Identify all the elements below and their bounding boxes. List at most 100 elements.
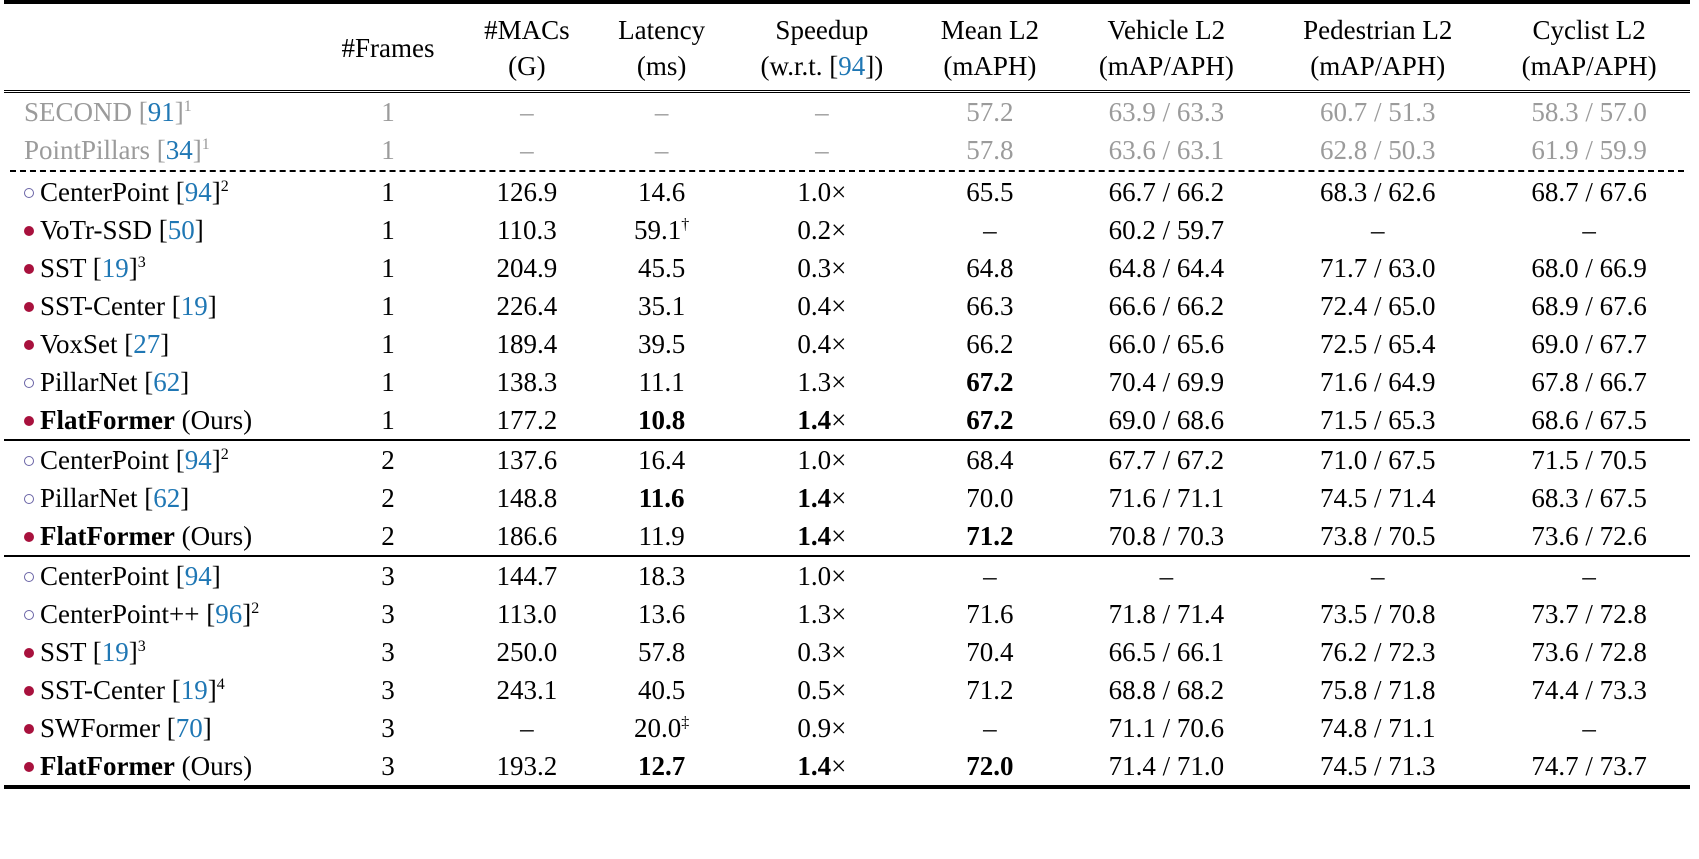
citation-link[interactable]: 96 bbox=[215, 599, 243, 629]
cyclist-l2-cell: 58.3 / 57.0 bbox=[1531, 97, 1647, 127]
frames-cell: 1 bbox=[381, 329, 395, 359]
header-row: #Frames #MACs (G) Latency (ms) Speedup (w.r… bbox=[4, 2, 1690, 92]
cyclist-l2-cell: 68.6 / 67.5 bbox=[1531, 405, 1647, 435]
filled-circle-icon bbox=[24, 301, 34, 312]
header-speedup: Speedup (w.r.t. [94]) bbox=[760, 15, 884, 81]
pedestrian-l2-cell: – bbox=[1267, 555, 1489, 595]
method-cell: SST [19]3 bbox=[4, 249, 316, 287]
citation-link[interactable]: 62 bbox=[153, 483, 181, 513]
footnote-mark: 1 bbox=[201, 136, 210, 153]
frames-cell: 3 bbox=[316, 555, 460, 595]
ours-label: (Ours) bbox=[181, 521, 253, 551]
method-name: SST bbox=[40, 637, 87, 667]
mean-l2-cell: – bbox=[983, 713, 997, 743]
method-cell: SECOND [91]1 bbox=[24, 97, 192, 127]
citation-link[interactable]: 19 bbox=[101, 637, 129, 667]
speedup-cell: 0.5× bbox=[797, 675, 847, 705]
open-circle-icon bbox=[24, 187, 34, 198]
method-name: VoxSet bbox=[40, 329, 118, 359]
ours-label: (Ours) bbox=[181, 405, 253, 435]
cyclist-l2-cell: 73.6 / 72.6 bbox=[1531, 521, 1647, 551]
frames-cell: 1 bbox=[381, 135, 395, 165]
latency-cell: 20.0‡ bbox=[634, 713, 690, 743]
frames-cell: 3 bbox=[381, 751, 395, 781]
dashed-divider bbox=[4, 169, 1690, 173]
citation-link[interactable]: 94 bbox=[184, 445, 212, 475]
vehicle-l2-cell: 60.2 / 59.7 bbox=[1108, 215, 1225, 245]
method-cell: VoTr-SSD [50] bbox=[4, 211, 316, 249]
speedup-cell: 1.4× bbox=[797, 405, 847, 435]
cyclist-l2-cell: – bbox=[1582, 215, 1596, 245]
vehicle-l2-cell: 66.5 / 66.1 bbox=[1108, 637, 1225, 667]
table-row: SST-Center [19]4 3 243.1 40.5 0.5× 71.2 68.8 /… bbox=[4, 671, 1690, 709]
latency-cell: – bbox=[654, 135, 669, 165]
citation-link[interactable]: 94 bbox=[184, 177, 212, 207]
method-name: PointPillars bbox=[24, 135, 151, 165]
speedup-cell: 1.0× bbox=[729, 439, 915, 479]
filled-circle-icon bbox=[24, 531, 34, 542]
citation-link[interactable]: 19 bbox=[101, 253, 129, 283]
latency-cell: 18.3 bbox=[593, 555, 730, 595]
latency-cell: 39.5 bbox=[638, 329, 686, 359]
pedestrian-l2-cell: 74.5 / 71.3 bbox=[1319, 751, 1436, 781]
citation-link[interactable]: 94 bbox=[838, 51, 866, 81]
citation-link[interactable]: 50 bbox=[167, 215, 195, 245]
macs-cell: 186.6 bbox=[496, 521, 558, 551]
results-table-container: #Frames #MACs (G) Latency (ms) Speedup (w.r… bbox=[4, 0, 1690, 789]
citation-link[interactable]: 70 bbox=[175, 713, 203, 743]
filled-circle-icon bbox=[24, 647, 34, 658]
method-cell: CenterPoint [94] bbox=[4, 555, 316, 595]
frames-cell: 2 bbox=[381, 483, 395, 513]
macs-cell: 137.6 bbox=[460, 439, 594, 479]
frames-cell: 2 bbox=[381, 521, 395, 551]
macs-cell: 189.4 bbox=[496, 329, 558, 359]
table-row: PillarNet [62] 1 138.3 11.1 1.3× 67.2 70.4 / 6… bbox=[4, 363, 1690, 401]
mean-l2-cell: 70.0 bbox=[966, 483, 1014, 513]
cyclist-l2-cell: 68.3 / 67.5 bbox=[1531, 483, 1647, 513]
speedup-cell: 1.4× bbox=[797, 521, 847, 551]
footnote-mark: 4 bbox=[216, 676, 225, 693]
cyclist-l2-cell: 68.0 / 66.9 bbox=[1531, 253, 1647, 283]
speedup-cell: 0.4× bbox=[797, 329, 847, 359]
citation-link[interactable]: 62 bbox=[153, 367, 181, 397]
citation-link[interactable]: 19 bbox=[180, 675, 208, 705]
frames-cell: 1 bbox=[381, 177, 395, 207]
macs-cell: 226.4 bbox=[496, 291, 558, 321]
citation-link[interactable]: 91 bbox=[147, 97, 175, 127]
vehicle-l2-cell: 63.9 / 63.3 bbox=[1108, 97, 1225, 127]
cyclist-l2-cell: 61.9 / 59.9 bbox=[1531, 135, 1647, 165]
method-name: PillarNet bbox=[40, 367, 138, 397]
method-cell: CenterPoint [94]2 bbox=[4, 173, 316, 211]
citation-link[interactable]: 94 bbox=[184, 561, 212, 591]
pedestrian-l2-cell: 75.8 / 71.8 bbox=[1319, 675, 1436, 705]
table-row: VoxSet [27] 1 189.4 39.5 0.4× 66.2 66.0 / 65.6… bbox=[4, 325, 1690, 363]
mean-l2-cell: 66.2 bbox=[966, 329, 1014, 359]
table-row: FlatFormer (Ours) 3 193.2 12.7 1.4× 72.0 71.4 … bbox=[4, 747, 1690, 787]
header-vehicle-l2: Vehicle L2 (mAP/APH) bbox=[1098, 15, 1234, 81]
method-name: SST-Center bbox=[40, 291, 166, 321]
footnote-mark: 2 bbox=[220, 446, 229, 463]
method-name: FlatFormer bbox=[40, 405, 175, 435]
macs-cell: 204.9 bbox=[496, 253, 558, 283]
speedup-cell: 1.0× bbox=[729, 555, 915, 595]
pedestrian-l2-cell: 62.8 / 50.3 bbox=[1319, 135, 1436, 165]
macs-cell: 138.3 bbox=[496, 367, 558, 397]
citation-link[interactable]: 19 bbox=[180, 291, 208, 321]
macs-cell: – bbox=[520, 713, 534, 743]
speedup-cell: 1.0× bbox=[797, 177, 847, 207]
citation-link[interactable]: 34 bbox=[165, 135, 193, 165]
footnote-mark: 2 bbox=[251, 600, 260, 617]
mean-l2-cell: 71.2 bbox=[966, 521, 1014, 551]
results-table: #Frames #MACs (G) Latency (ms) Speedup (w.r… bbox=[4, 0, 1690, 789]
method-cell: PointPillars [34]1 bbox=[24, 135, 210, 165]
vehicle-l2-cell: 66.0 / 65.6 bbox=[1108, 329, 1225, 359]
pedestrian-l2-cell: 74.8 / 71.1 bbox=[1319, 713, 1436, 743]
citation-link[interactable]: 27 bbox=[133, 329, 161, 359]
frames-cell: 1 bbox=[381, 215, 395, 245]
mean-l2-cell: 68.4 bbox=[914, 439, 1066, 479]
cyclist-l2-cell: 69.0 / 67.7 bbox=[1531, 329, 1647, 359]
pedestrian-l2-cell: – bbox=[1370, 215, 1385, 245]
footnote-mark: † bbox=[681, 216, 690, 233]
table-row: PointPillars [34]1 1– – –57.8 63.6 / 63.1 62.… bbox=[4, 131, 1690, 169]
pedestrian-l2-cell: 76.2 / 72.3 bbox=[1319, 637, 1436, 667]
